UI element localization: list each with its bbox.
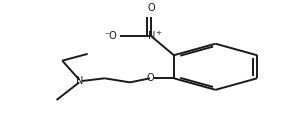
Text: +: + xyxy=(155,30,161,36)
Text: O: O xyxy=(147,3,155,13)
Text: ⁻O: ⁻O xyxy=(104,31,117,41)
Text: N: N xyxy=(149,31,156,41)
Text: N: N xyxy=(76,76,83,86)
Text: O: O xyxy=(147,73,154,83)
